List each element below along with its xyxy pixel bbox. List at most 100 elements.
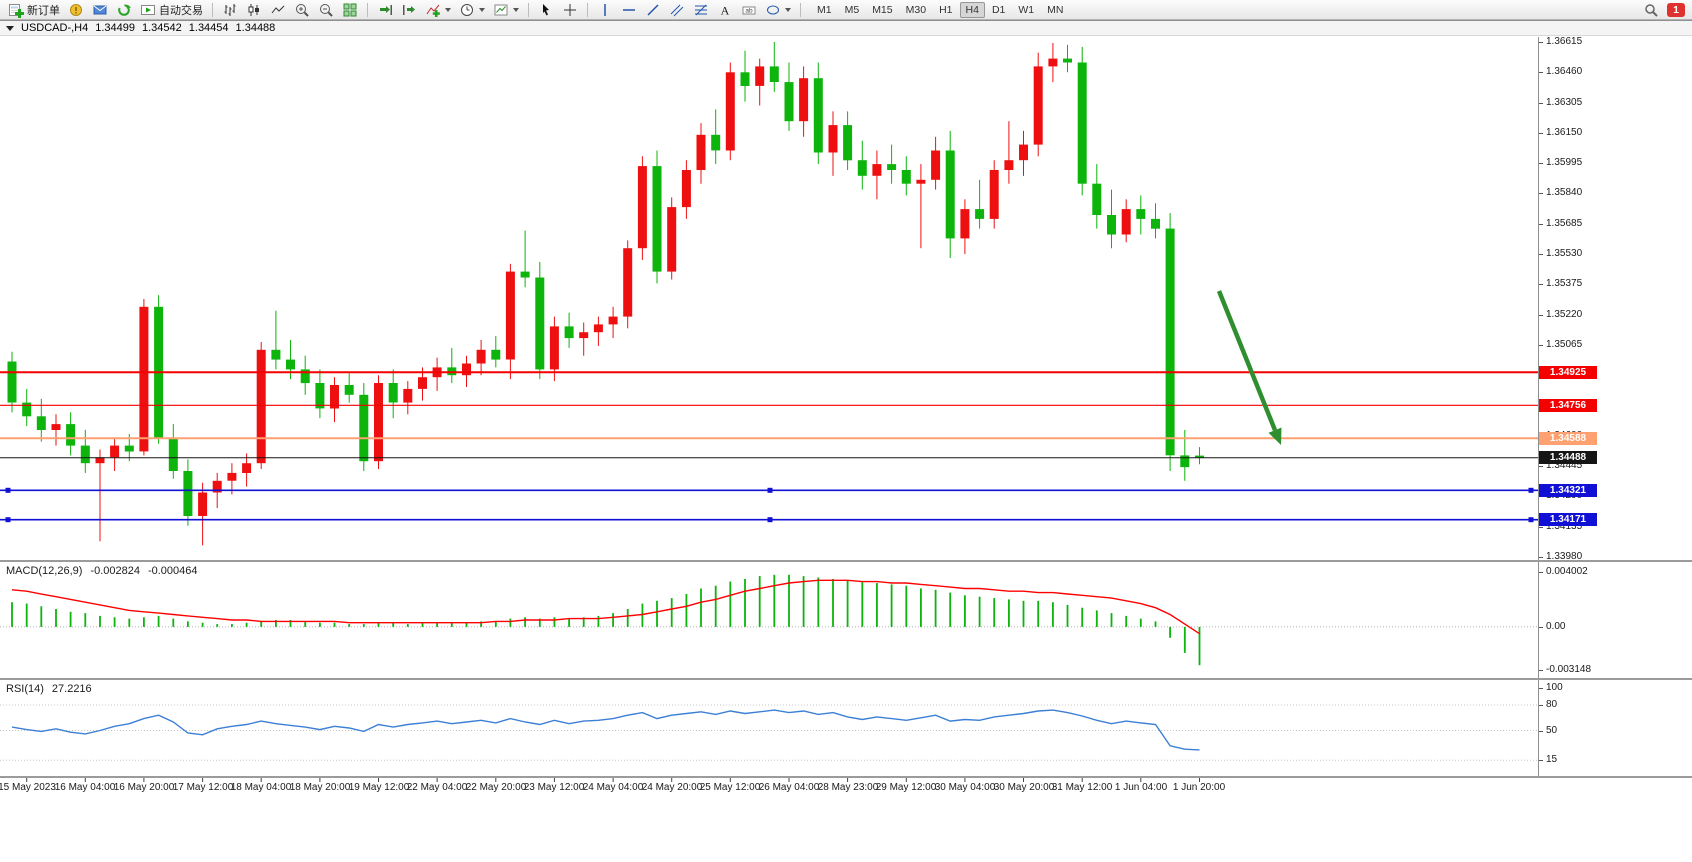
hline-handle[interactable] [1528, 517, 1534, 523]
timeframe-button-h4[interactable]: H4 [959, 1, 985, 18]
candle-body [1136, 209, 1146, 219]
candlestick-chart[interactable] [0, 37, 1538, 797]
text-button[interactable]: A [714, 1, 736, 19]
main-toolbar: 新订单 自动交易 [0, 0, 1692, 20]
candle-body [36, 416, 46, 430]
timeframe-button-mn[interactable]: MN [1047, 3, 1064, 16]
candlestick-chart-button[interactable] [243, 1, 265, 19]
vertical-line-button[interactable] [594, 1, 616, 19]
candle-body [828, 125, 838, 153]
alerts-button[interactable] [65, 1, 87, 19]
candle-body [535, 277, 545, 370]
search-icon[interactable] [1643, 2, 1659, 18]
candle-body [549, 326, 559, 370]
cursor-button[interactable] [535, 1, 557, 19]
macd-value-main: -0.002824 [90, 565, 140, 577]
macd-axis-tick [1539, 572, 1543, 573]
timeframe-button-h1[interactable]: H1 [939, 3, 953, 16]
hline-handle[interactable] [5, 487, 11, 493]
periods-button[interactable] [456, 1, 488, 19]
rsi-axis-tick [1539, 731, 1543, 732]
bar-chart-button[interactable] [219, 1, 241, 19]
fibonacci-button[interactable] [690, 1, 712, 19]
shapes-button[interactable] [762, 1, 794, 19]
timeframe-button-m5[interactable]: M5 [844, 3, 860, 16]
notification-badge[interactable]: 1 [1667, 2, 1685, 17]
templates-button[interactable] [490, 1, 522, 19]
crosshair-icon [564, 3, 576, 16]
svg-text:A: A [721, 3, 730, 17]
zoom-out-button[interactable] [315, 1, 337, 19]
time-axis-label: 15 May 2023 [0, 782, 56, 793]
price-axis-tick [1539, 224, 1543, 225]
auto-scroll-icon [380, 4, 392, 15]
panel-splitter[interactable] [0, 560, 1692, 562]
chart-titlebar[interactable]: USDCAD-,H4 1.34499 1.34542 1.34454 1.344… [0, 21, 1692, 36]
mail-icon [93, 5, 107, 14]
ohlc-readout: 1.34499 1.34542 1.34454 1.34488 [95, 22, 275, 34]
crosshair-button[interactable] [559, 1, 581, 19]
candle-body [300, 369, 310, 384]
price-axis-label: 1.35530 [1546, 248, 1583, 259]
candle-body [286, 359, 295, 370]
autotrading-button[interactable]: 自动交易 [137, 1, 206, 19]
timeframe-button-w1[interactable]: W1 [1018, 3, 1035, 16]
timeframe-button-m1[interactable]: M1 [817, 3, 832, 16]
window-border [0, 20, 1692, 21]
panel-splitter[interactable] [0, 678, 1692, 680]
macd-axis-tick [1539, 627, 1543, 628]
auto-scroll-button[interactable] [374, 1, 396, 19]
timeframe-button-m15[interactable]: M15 [872, 3, 893, 16]
new-order-button[interactable]: 新订单 [5, 1, 63, 19]
price-axis[interactable]: 1.36615 1.36460 1.36305 1.36150 1.35995 1.358… [1539, 36, 1692, 776]
zoom-in-button[interactable] [291, 1, 313, 19]
indicators-icon [426, 4, 440, 17]
candle-body [608, 316, 618, 325]
candle-body [579, 332, 589, 339]
candle-body [462, 363, 471, 376]
candle-body [1048, 58, 1058, 67]
time-axis-label: 29 May 12:00 [875, 782, 937, 793]
candle-body [887, 164, 897, 170]
macd-signal-line [11, 579, 1200, 635]
chart-shift-button[interactable] [398, 1, 420, 19]
trendline-button[interactable] [642, 1, 664, 19]
zoom-out-icon [320, 3, 333, 17]
ohlc-open: 1.34499 [95, 22, 135, 34]
candle-body [1180, 455, 1190, 468]
candle-body [945, 150, 955, 239]
horizontal-line-button[interactable] [618, 1, 640, 19]
channel-button[interactable] [666, 1, 688, 19]
mail-button[interactable] [89, 1, 111, 19]
candle-body [681, 170, 691, 208]
candle-body [22, 402, 32, 417]
indicators-button[interactable] [422, 1, 454, 19]
price-axis-tick [1539, 103, 1543, 104]
chart-menu-icon[interactable] [6, 25, 14, 31]
timeframe-button-d1[interactable]: D1 [991, 3, 1006, 16]
candle-body [740, 72, 750, 86]
trend-arrow-head[interactable] [1268, 427, 1282, 446]
hline-handle[interactable] [767, 487, 773, 493]
line-chart-button[interactable] [267, 1, 289, 19]
time-axis-label: 23 May 12:00 [523, 782, 585, 793]
candle-body [388, 383, 398, 403]
label-button[interactable]: ab [738, 1, 760, 19]
trend-arrow[interactable] [1216, 290, 1278, 432]
candle-body [637, 166, 647, 249]
hline-handle[interactable] [767, 517, 773, 523]
tile-windows-button[interactable] [339, 1, 361, 19]
panel-splitter[interactable] [0, 776, 1692, 778]
time-axis[interactable]: 15 May 2023 16 May 04:00 16 May 20:00 17 Ma… [0, 778, 1538, 798]
candle-body [344, 385, 354, 395]
hline-handle[interactable] [5, 517, 11, 523]
refresh-button[interactable] [113, 1, 135, 19]
fibonacci-icon [695, 4, 707, 15]
candle-body [711, 134, 721, 151]
hline-handle[interactable] [1528, 487, 1534, 493]
candle-body [1195, 455, 1204, 458]
timeframe-button-m30[interactable]: M30 [905, 3, 927, 16]
toolbar-separator [212, 2, 213, 17]
time-axis-label: 16 May 04:00 [54, 782, 116, 793]
candle-body [1063, 58, 1072, 63]
